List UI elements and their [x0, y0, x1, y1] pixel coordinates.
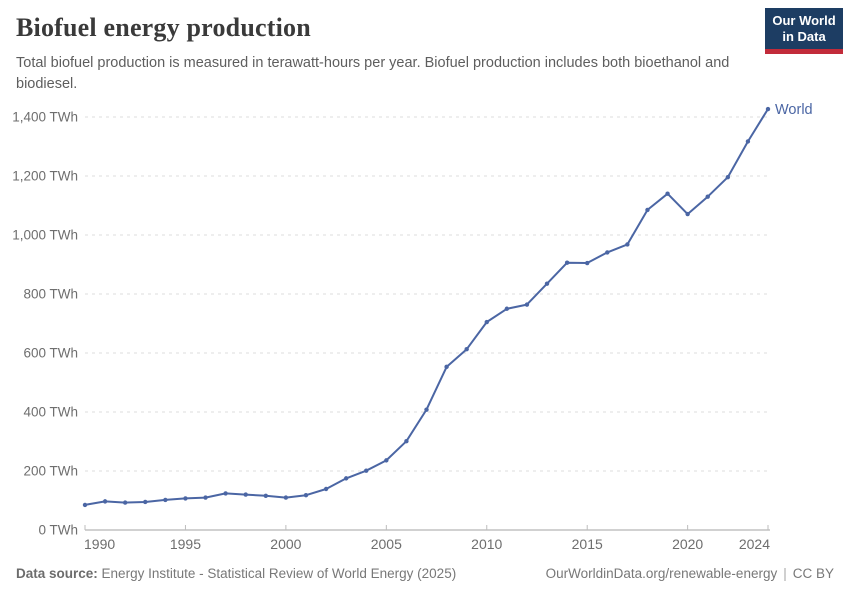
x-tick-label: 2015 [572, 536, 603, 552]
chart-subtitle: Total biofuel production is measured in … [16, 55, 730, 93]
data-point [745, 139, 751, 144]
y-tick-label: 200 TWh [23, 464, 78, 479]
chart-canvas: 0 TWh 200 TWh 400 TWh 600 TWh 800 TWh 1,000 T… [12, 102, 813, 552]
data-point [544, 281, 550, 286]
datasource-label: Data source: [16, 566, 98, 581]
data-point [444, 364, 449, 370]
data-point [424, 407, 429, 412]
license-text: CC BY [792, 566, 834, 581]
data-point [725, 174, 731, 180]
x-tick-label: 2020 [672, 536, 703, 552]
data-point [283, 495, 289, 500]
owid-logo[interactable]: Our World in Data [765, 8, 843, 54]
data-point [765, 106, 771, 112]
chart-header: Biofuel energy production Total biofuel … [16, 13, 750, 95]
data-point [364, 468, 369, 473]
data-point [625, 242, 630, 247]
x-tick-label: 1990 [84, 536, 115, 552]
data-point [685, 211, 690, 217]
data-point [605, 250, 610, 255]
x-tick-label: 2010 [471, 536, 502, 552]
x-tick-label: 2005 [371, 536, 402, 552]
data-point [263, 493, 268, 498]
series-end-label[interactable]: World [775, 102, 813, 118]
logo-line2: in Data [782, 29, 826, 44]
owid-url[interactable]: OurWorldinData.org/renewable-energy [545, 566, 778, 581]
y-tick-label: 400 TWh [23, 405, 78, 420]
page-title: Biofuel energy production [16, 13, 311, 42]
y-tick-label: 800 TWh [23, 287, 78, 302]
data-point [102, 499, 108, 504]
y-tick-label: 1,400 TWh [12, 110, 78, 125]
data-point [484, 319, 489, 325]
y-tick-label: 1,000 TWh [12, 228, 78, 243]
x-tick-label: 2000 [270, 536, 301, 552]
data-point [645, 207, 650, 213]
data-point [464, 346, 469, 352]
data-point [504, 306, 510, 311]
line-chart: 0 TWh 200 TWh 400 TWh 600 TWh 800 TWh 1,000 T… [0, 100, 850, 560]
data-point [665, 191, 670, 196]
data-point [143, 499, 148, 505]
datasource: Data source: Energy Institute - Statisti… [16, 566, 456, 581]
data-point [323, 486, 329, 492]
data-point [384, 458, 389, 463]
logo-line1: Our World [772, 13, 836, 28]
data-point [404, 439, 409, 444]
x-tick-label: 1995 [170, 536, 201, 552]
data-point [524, 302, 530, 307]
datasource-text: Energy Institute - Statistical Review of… [101, 566, 457, 581]
data-point [82, 502, 88, 508]
data-point [203, 495, 208, 500]
chart-footer: Data source: Energy Institute - Statisti… [16, 566, 834, 581]
data-point [585, 260, 590, 266]
y-tick-label: 0 TWh [38, 523, 78, 538]
data-point [183, 496, 188, 501]
data-point [243, 492, 248, 497]
footer-credits: OurWorldinData.org/renewable-energy | CC B… [546, 566, 834, 581]
data-point [122, 500, 128, 505]
series-line[interactable] [84, 108, 769, 506]
data-point [223, 491, 228, 496]
data-point [343, 476, 349, 481]
data-point [705, 194, 710, 199]
data-point [303, 492, 309, 498]
y-tick-label: 600 TWh [23, 346, 78, 361]
data-point [564, 260, 570, 265]
footer-separator: | [783, 566, 787, 581]
x-tick-label: 2024 [739, 536, 770, 552]
y-tick-label: 1,200 TWh [12, 169, 78, 184]
data-point [163, 497, 168, 503]
